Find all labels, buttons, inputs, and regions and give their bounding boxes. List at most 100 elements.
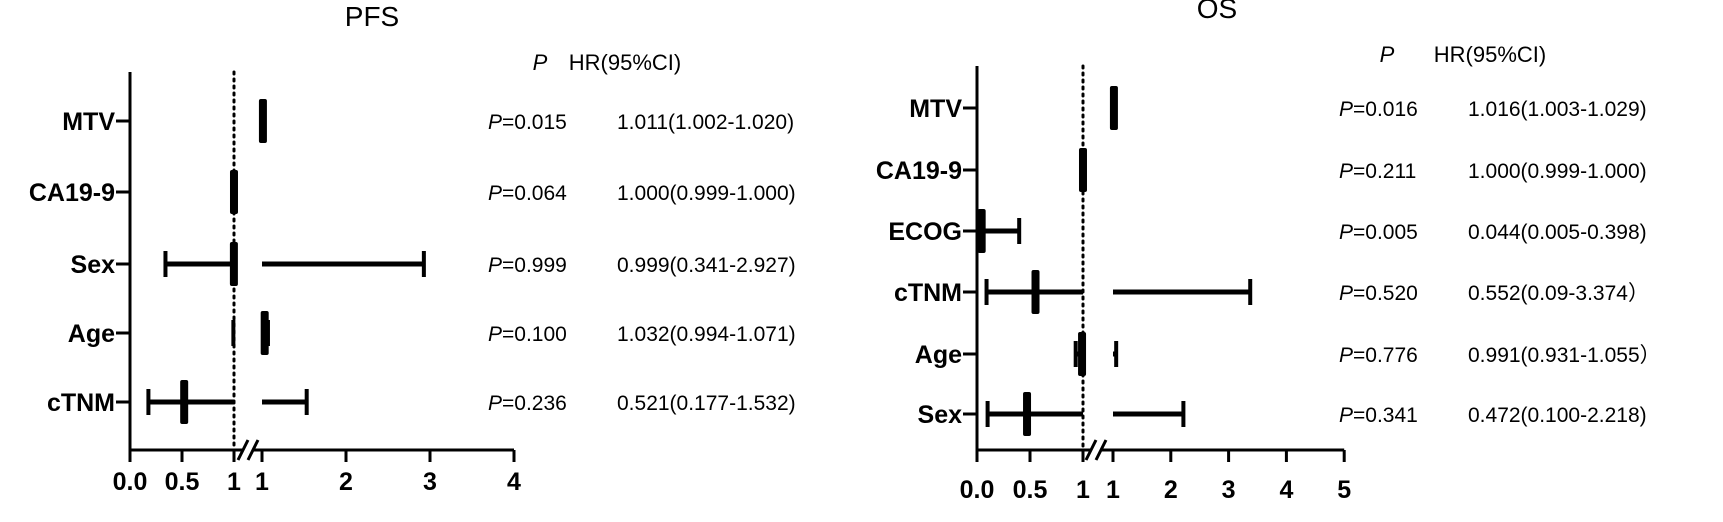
p-value: P=0.776	[1339, 344, 1418, 367]
axis-break-mark	[1094, 439, 1108, 461]
p-value-number: =0.341	[1353, 404, 1418, 427]
hr-ci-text: 1.000(0.999-1.000)	[1468, 160, 1647, 183]
p-value-prefix: P	[1339, 282, 1353, 305]
hr-point-estimate	[977, 209, 986, 253]
x-tick-label: 0.5	[165, 468, 200, 496]
forest-row: MTV P=0.015 1.011(1.002-1.020)	[62, 99, 794, 143]
p-value-number: =0.016	[1353, 98, 1418, 121]
hr-point-estimate	[1023, 392, 1032, 436]
x-tick-label: 2	[1164, 476, 1178, 504]
row-label: Sex	[71, 251, 116, 279]
hr-ci-text: 0.044(0.005-0.398)	[1468, 221, 1647, 244]
p-value-number: =0.211	[1353, 160, 1416, 183]
row-label: Age	[915, 341, 962, 369]
p-value-prefix: P	[488, 392, 502, 415]
p-value-number: =0.015	[502, 111, 567, 134]
hr-ci-text: 1.016(1.003-1.029)	[1468, 98, 1647, 121]
p-value-prefix: P	[1339, 98, 1353, 121]
forest-row: cTNM P=0.520 0.552(0.09-3.374）	[894, 270, 1649, 314]
p-value-prefix: P	[488, 182, 502, 205]
p-value: P=0.005	[1339, 221, 1418, 244]
x-tick-label: 3	[423, 468, 437, 496]
hr-point-estimate	[1078, 148, 1087, 192]
p-value-number: =0.776	[1353, 344, 1418, 367]
axis-break-mark	[1084, 439, 1098, 461]
hr-ci-text: 1.000(0.999-1.000)	[617, 182, 796, 205]
p-value: P=0.211	[1339, 160, 1416, 183]
p-value-number: =0.520	[1353, 282, 1418, 305]
p-value-prefix: P	[488, 111, 502, 134]
hr-point-estimate	[229, 170, 238, 214]
p-value: P=0.999	[488, 254, 567, 277]
forest-row: cTNM P=0.236 0.521(0.177-1.532)	[47, 380, 796, 424]
p-value-number: =0.064	[502, 182, 567, 205]
p-column-header: P	[533, 50, 548, 75]
hr-ci-text: 0.552(0.09-3.374）	[1468, 282, 1649, 305]
forest-row: Age P=0.100 1.032(0.994-1.071)	[68, 311, 796, 355]
hr-point-estimate	[260, 311, 269, 355]
row-label: ECOG	[888, 218, 962, 246]
p-value: P=0.016	[1339, 98, 1418, 121]
row-label: cTNM	[894, 279, 962, 307]
hr-point-estimate	[1031, 270, 1040, 314]
p-value-number: =0.236	[502, 392, 567, 415]
x-tick-label: 1	[1106, 476, 1120, 504]
hr-ci-text: 0.521(0.177-1.532)	[617, 392, 796, 415]
hr-ci-text: 0.472(0.100-2.218)	[1468, 404, 1647, 427]
forest-row: CA19-9 P=0.064 1.000(0.999-1.000)	[29, 170, 796, 214]
hr-ci-text: 1.011(1.002-1.020)	[617, 111, 794, 134]
hr-column-header: HR(95%CI)	[569, 50, 681, 75]
p-value-number: =0.100	[502, 323, 567, 346]
row-label: Age	[68, 320, 115, 348]
x-tick-label: 4	[507, 468, 521, 496]
x-tick-label: 1	[255, 468, 269, 496]
chart-title: PFS	[345, 1, 399, 32]
p-value: P=0.236	[488, 392, 567, 415]
forest-row: ECOG P=0.005 0.044(0.005-0.398)	[888, 209, 1647, 253]
p-value-prefix: P	[488, 323, 502, 346]
x-tick-label: 5	[1337, 476, 1351, 504]
p-value-prefix: P	[488, 254, 502, 277]
row-label: Sex	[918, 401, 963, 429]
forest-row: MTV P=0.016 1.016(1.003-1.029)	[909, 86, 1647, 130]
p-value: P=0.100	[488, 323, 567, 346]
p-value-prefix: P	[1339, 344, 1353, 367]
forest-row: Sex P=0.341 0.472(0.100-2.218)	[918, 392, 1647, 436]
forest-row: Sex P=0.999 0.999(0.341-2.927)	[71, 242, 796, 286]
forest-row: Age P=0.776 0.991(0.931-1.055）	[915, 332, 1661, 376]
hr-ci-text: 0.991(0.931-1.055）	[1468, 344, 1661, 367]
x-tick-label: 3	[1222, 476, 1236, 504]
forest-row: CA19-9 P=0.211 1.000(0.999-1.000)	[876, 148, 1647, 192]
p-value: P=0.341	[1339, 404, 1418, 427]
p-value: P=0.064	[488, 182, 567, 205]
row-label: CA19-9	[29, 179, 115, 207]
x-tick-label: 1	[227, 468, 241, 496]
x-tick-label: 0.0	[113, 468, 148, 496]
hr-point-estimate	[1078, 332, 1087, 376]
hr-ci-text: 0.999(0.341-2.927)	[617, 254, 796, 277]
row-label: MTV	[909, 95, 962, 123]
p-value-prefix: P	[1339, 404, 1353, 427]
hr-point-estimate	[1109, 86, 1118, 130]
row-label: cTNM	[47, 389, 115, 417]
hr-point-estimate	[258, 99, 267, 143]
p-value: P=0.015	[488, 111, 567, 134]
x-tick-label: 4	[1279, 476, 1293, 504]
x-tick-label: 1	[1076, 476, 1090, 504]
x-tick-label: 0.5	[1013, 476, 1048, 504]
p-value-prefix: P	[1339, 160, 1353, 183]
hr-column-header: HR(95%CI)	[1434, 42, 1546, 67]
p-value-number: =0.999	[502, 254, 567, 277]
hr-ci-text: 1.032(0.994-1.071)	[617, 323, 796, 346]
hr-point-estimate	[229, 242, 238, 286]
row-label: MTV	[62, 108, 115, 136]
row-label: CA19-9	[876, 157, 962, 185]
axis-break-mark	[236, 439, 250, 461]
chart-title: OS	[1197, 0, 1237, 24]
p-value: P=0.520	[1339, 282, 1418, 305]
axis-break-mark	[246, 439, 260, 461]
hr-point-estimate	[180, 380, 189, 424]
p-value-prefix: P	[1339, 221, 1353, 244]
